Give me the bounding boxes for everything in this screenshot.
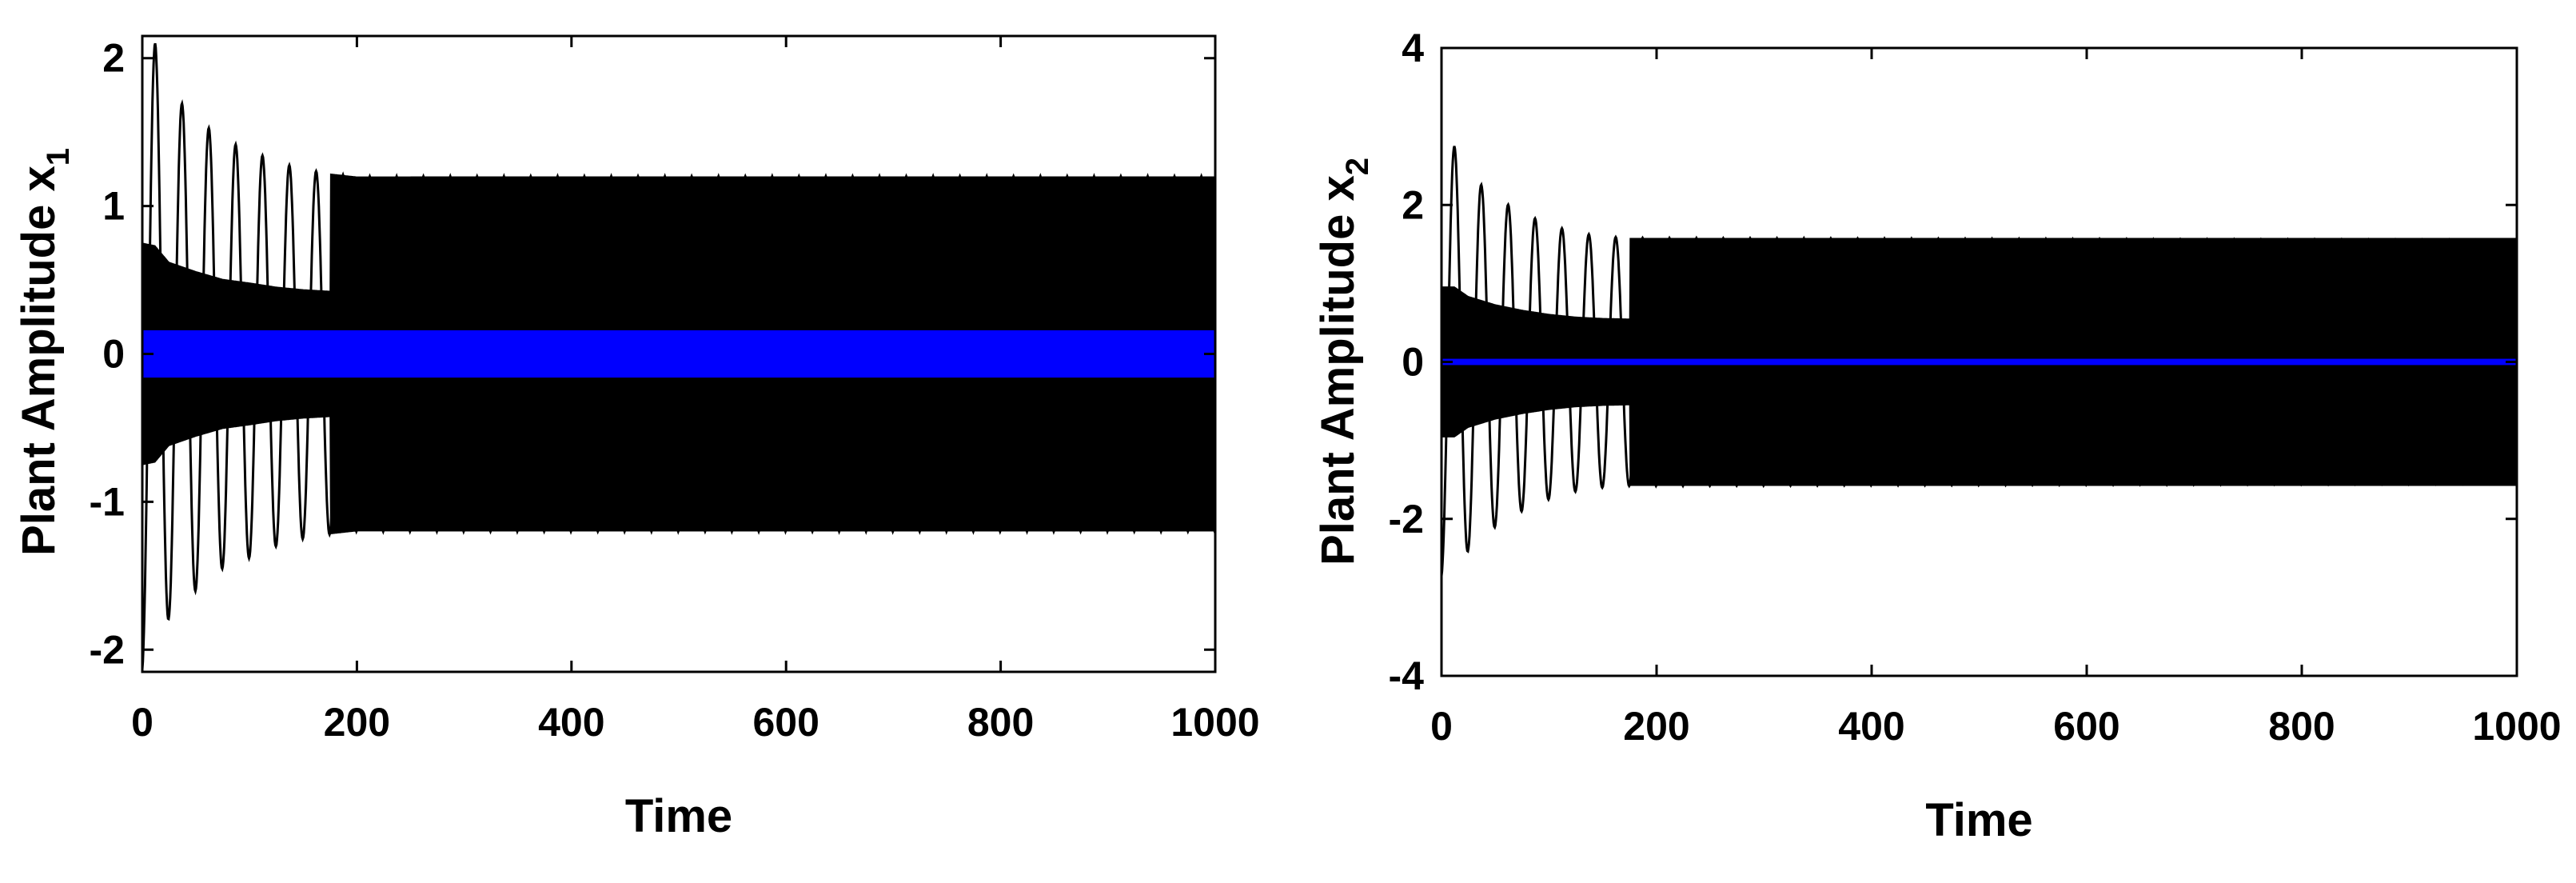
x-axis-label: Time [1925,794,2032,846]
series-signal-band [142,330,1215,378]
chart-x2: 0 200 400 600 800 1000 -4 -2 0 2 4 Time Plant Amplit… [1312,26,2562,846]
plot-area [1442,146,2517,577]
y-tick-label: 2 [1402,182,1424,227]
x-tick-label: 400 [538,700,604,745]
y-axis-label-subscript: 1 [41,148,76,166]
y-axis-label-subscript: 2 [1340,158,1375,175]
y-tick-label: 1 [102,184,125,229]
x-tick-label: 800 [967,700,1034,745]
y-tick-label: 0 [1402,340,1424,385]
y-tick-label: 4 [1402,26,1424,70]
y-axis-label-text: Plant Amplitude x [1312,175,1364,565]
x-tick-label: 200 [324,700,390,745]
y-tick-label: -2 [1389,497,1424,541]
y-tick-label: 0 [102,332,125,377]
x-tick-label: 1000 [1170,700,1259,745]
y-axis-label: Plant Amplitude x1 [13,148,76,556]
y-tick-label: -1 [90,479,125,524]
series-signal-band [1442,358,2517,366]
y-tick-label: -4 [1389,653,1425,698]
y-tick-label: 2 [102,36,125,81]
x-tick-label: 0 [131,700,154,745]
x-tick-label: 600 [2053,704,2119,749]
chart-x1: 0 200 400 600 800 1000 -2 -1 0 1 2 Time Plant Amplit… [13,34,1260,842]
x-tick-label: 0 [1430,704,1453,749]
y-axis-label-text: Plant Amplitude x [13,166,65,556]
x-tick-label: 1000 [2472,704,2561,749]
y-tick-label: -2 [90,627,125,672]
chart-panel-x2: 0 200 400 600 800 1000 -4 -2 0 2 4 Time Plant Amplit… [1288,0,2576,883]
plot-area [142,42,1215,670]
chart-panel-x1: 0 200 400 600 800 1000 -2 -1 0 1 2 Time Plant Amplit… [13,34,1260,842]
x-axis-label: Time [625,790,732,842]
x-tick-label: 800 [2268,704,2335,749]
x-tick-label: 600 [752,700,819,745]
x-tick-label: 200 [1623,704,1689,749]
x-tick-label: 400 [1838,704,1904,749]
y-axis-label: Plant Amplitude x2 [1312,158,1375,565]
